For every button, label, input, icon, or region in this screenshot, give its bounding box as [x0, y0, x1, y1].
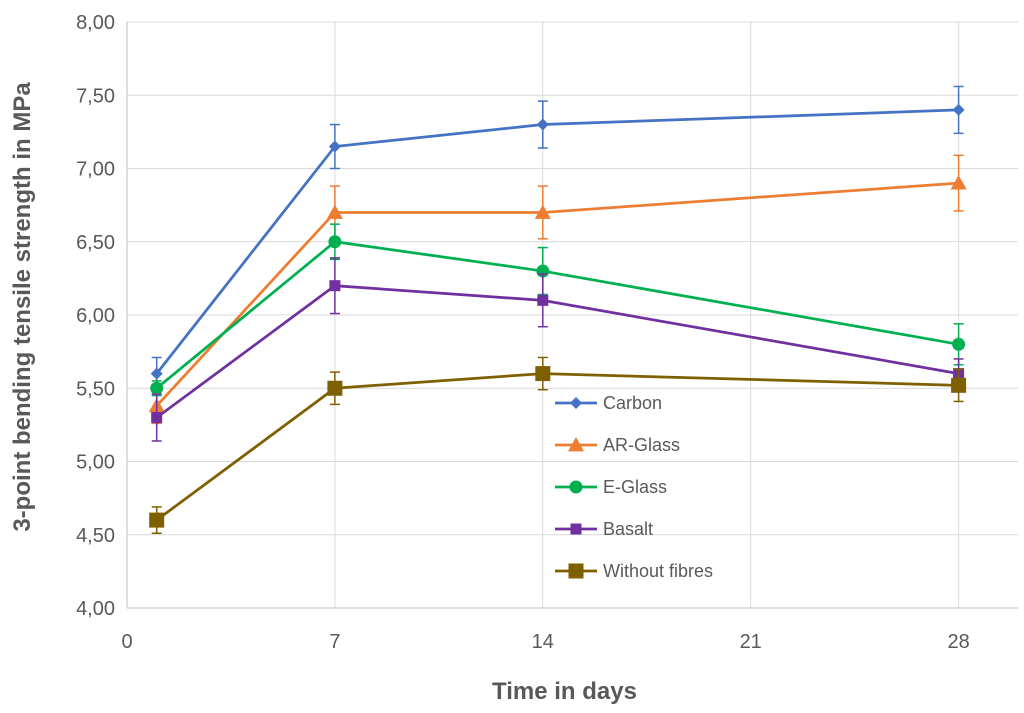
- y-tick-label: 7,00: [76, 159, 115, 181]
- data-point: [326, 204, 343, 219]
- series-line: [155, 108, 959, 375]
- data-point: [149, 512, 165, 528]
- legend-marker: [568, 563, 584, 579]
- legend-label: E-Glass: [603, 477, 667, 497]
- series-e-glass: [150, 223, 966, 397]
- data-point: [327, 380, 343, 396]
- x-tick-label: 7: [329, 631, 340, 653]
- x-tick-label: 0: [121, 631, 132, 653]
- legend-label: AR-Glass: [603, 435, 680, 455]
- legend-label: Carbon: [603, 393, 662, 413]
- series-basalt: [151, 257, 965, 442]
- series-line: [155, 372, 959, 522]
- y-tick-label: 4,50: [76, 525, 115, 547]
- y-tick-label: 6,00: [76, 305, 115, 327]
- data-point: [537, 294, 549, 306]
- x-tick-label: 21: [740, 631, 762, 653]
- data-point: [951, 377, 967, 393]
- axes: 4,00 4,50 5,00 5,50 6,00 6,50 7,00 7,50 8,00 0 7 14…: [76, 12, 1018, 653]
- series-layer: [148, 85, 967, 535]
- data-point: [952, 103, 965, 116]
- x-axis-title: Time in days: [492, 678, 637, 705]
- data-point: [534, 204, 551, 219]
- data-point: [328, 140, 341, 153]
- series-without-fibres: [149, 356, 967, 535]
- data-point: [150, 381, 164, 395]
- data-point: [535, 366, 551, 382]
- legend: Carbon AR-Glass E-Glass Basalt Without fibre…: [555, 393, 713, 581]
- legend-marker: [569, 480, 583, 494]
- legend-label: Basalt: [603, 519, 653, 539]
- y-tick-label: 7,50: [76, 85, 115, 107]
- data-point: [150, 367, 163, 380]
- data-point: [151, 412, 163, 424]
- legend-marker: [570, 523, 582, 535]
- series-carbon: [150, 85, 965, 391]
- y-tick-label: 6,50: [76, 232, 115, 254]
- y-tick-label: 5,50: [76, 378, 115, 400]
- y-tick-label: 8,00: [76, 12, 115, 34]
- data-point: [328, 235, 342, 249]
- y-axis-title: 3-point bending tensile strength in MPa: [9, 82, 36, 532]
- x-tick-label: 14: [532, 631, 554, 653]
- legend-item: Basalt: [555, 519, 653, 539]
- x-tick-label: 28: [947, 631, 969, 653]
- data-point: [950, 175, 967, 190]
- legend-item: AR-Glass: [555, 435, 680, 455]
- data-point: [329, 280, 341, 292]
- series-line: [155, 181, 959, 407]
- legend-label: Without fibres: [603, 561, 713, 581]
- legend-item: Carbon: [555, 393, 662, 413]
- y-tick-label: 5,00: [76, 452, 115, 474]
- series-line: [155, 240, 959, 390]
- data-point: [536, 118, 549, 131]
- gridlines: [127, 21, 1018, 609]
- legend-item: Without fibres: [555, 561, 713, 581]
- legend-marker: [570, 397, 582, 409]
- data-point: [952, 337, 966, 351]
- legend-item: E-Glass: [555, 477, 667, 497]
- series-line: [155, 284, 959, 419]
- y-tick-label: 4,00: [76, 598, 115, 620]
- legend-marker: [568, 437, 584, 452]
